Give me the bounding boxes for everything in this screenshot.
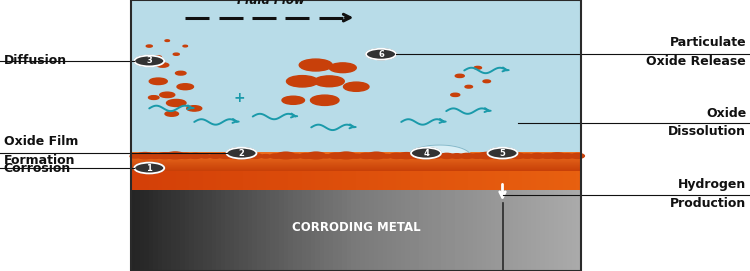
Bar (131, 0, 581, 157)
Text: Dissolution: Dissolution (668, 125, 746, 138)
Polygon shape (408, 145, 471, 156)
Circle shape (483, 80, 490, 83)
Circle shape (474, 66, 482, 69)
Circle shape (176, 71, 186, 75)
Text: 4: 4 (423, 149, 429, 158)
Circle shape (411, 148, 441, 159)
Circle shape (337, 152, 356, 159)
Circle shape (470, 154, 483, 158)
Circle shape (290, 154, 302, 158)
Text: Diffusion: Diffusion (4, 54, 67, 67)
Circle shape (136, 153, 154, 159)
Circle shape (550, 153, 566, 159)
Circle shape (359, 153, 374, 159)
Circle shape (420, 153, 434, 159)
Circle shape (249, 154, 262, 158)
Text: Fluid Flow: Fluid Flow (237, 0, 304, 7)
Circle shape (177, 84, 194, 90)
Text: 1: 1 (146, 163, 152, 173)
Circle shape (501, 154, 513, 158)
Circle shape (478, 152, 496, 159)
Circle shape (130, 154, 140, 158)
Circle shape (134, 56, 164, 66)
Circle shape (314, 76, 344, 87)
Text: Oxide: Oxide (706, 107, 746, 120)
Circle shape (450, 154, 464, 158)
Circle shape (409, 153, 424, 159)
Text: Hydrogen: Hydrogen (678, 178, 746, 191)
Circle shape (307, 152, 326, 159)
Circle shape (465, 85, 472, 88)
Circle shape (148, 96, 159, 99)
Text: 2: 2 (238, 149, 244, 158)
Circle shape (160, 92, 175, 98)
Circle shape (226, 148, 256, 159)
Circle shape (367, 152, 386, 159)
Text: 3: 3 (146, 56, 152, 66)
Text: Particulate: Particulate (670, 36, 746, 49)
Bar (131, 0, 581, 271)
Circle shape (460, 153, 474, 159)
Circle shape (350, 154, 362, 158)
Circle shape (188, 153, 202, 159)
Circle shape (149, 78, 167, 85)
Circle shape (488, 153, 506, 159)
Text: CORRODING METAL: CORRODING METAL (292, 221, 421, 234)
Circle shape (165, 40, 170, 41)
Circle shape (165, 111, 178, 116)
Circle shape (270, 154, 282, 158)
Circle shape (148, 153, 162, 159)
Circle shape (173, 53, 179, 55)
Circle shape (277, 152, 296, 159)
Circle shape (187, 106, 202, 111)
Circle shape (389, 153, 404, 159)
Circle shape (328, 153, 344, 159)
Circle shape (218, 153, 232, 159)
Circle shape (157, 153, 173, 159)
Text: 6: 6 (378, 50, 384, 59)
Circle shape (541, 154, 554, 158)
Circle shape (178, 153, 193, 159)
Text: Corrosion: Corrosion (4, 162, 71, 175)
Circle shape (510, 153, 525, 159)
Circle shape (166, 152, 184, 159)
Circle shape (299, 59, 332, 71)
Circle shape (451, 93, 460, 96)
Circle shape (329, 63, 356, 73)
Circle shape (200, 154, 210, 158)
Text: Oxide Release: Oxide Release (646, 55, 746, 68)
Text: 5: 5 (500, 149, 506, 158)
Circle shape (183, 45, 188, 47)
Circle shape (299, 153, 313, 159)
Circle shape (440, 153, 454, 159)
Circle shape (282, 96, 304, 104)
Circle shape (571, 153, 584, 159)
Circle shape (227, 153, 244, 159)
Circle shape (521, 154, 533, 158)
Text: Production: Production (670, 197, 746, 210)
Circle shape (157, 63, 169, 67)
Circle shape (134, 163, 164, 173)
Circle shape (561, 154, 574, 158)
Circle shape (530, 153, 544, 159)
Circle shape (398, 153, 415, 159)
Circle shape (155, 56, 161, 58)
Circle shape (261, 154, 271, 158)
Circle shape (286, 76, 318, 87)
Text: Formation: Formation (4, 154, 75, 167)
Circle shape (431, 154, 442, 158)
Circle shape (237, 153, 254, 159)
Circle shape (209, 154, 221, 158)
Text: Oxide Film: Oxide Film (4, 135, 78, 148)
Circle shape (322, 155, 331, 158)
Circle shape (455, 74, 464, 78)
Circle shape (310, 95, 339, 105)
Circle shape (381, 154, 392, 158)
Circle shape (146, 45, 152, 47)
Circle shape (488, 148, 518, 159)
Circle shape (344, 82, 369, 91)
Circle shape (366, 49, 396, 60)
Text: +: + (233, 91, 245, 105)
Circle shape (166, 99, 186, 107)
